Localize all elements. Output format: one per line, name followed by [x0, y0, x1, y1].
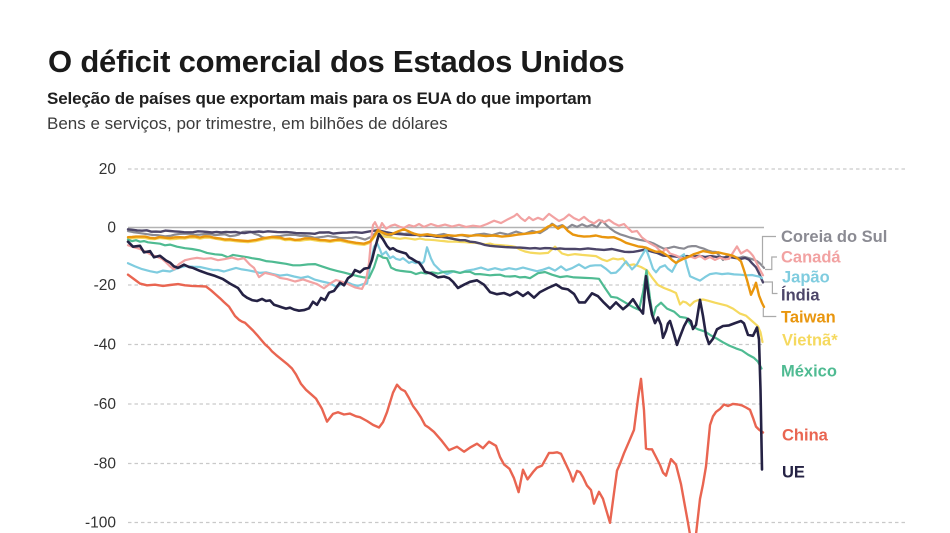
svg-text:20: 20	[99, 161, 117, 178]
svg-text:Taiwan: Taiwan	[781, 309, 836, 327]
svg-text:México: México	[781, 363, 837, 381]
svg-text:Índia: Índia	[781, 286, 820, 305]
svg-text:-80: -80	[94, 456, 117, 473]
svg-text:-100: -100	[85, 515, 116, 532]
svg-text:Canadá: Canadá	[781, 249, 841, 267]
svg-text:Vietnã*: Vietnã*	[782, 332, 838, 350]
svg-text:Coreia do Sul: Coreia do Sul	[781, 228, 887, 246]
svg-text:UE: UE	[782, 464, 805, 482]
svg-text:-60: -60	[94, 396, 117, 413]
svg-text:-20: -20	[94, 277, 117, 294]
svg-text:0: 0	[107, 220, 116, 237]
svg-text:-40: -40	[94, 337, 117, 354]
svg-text:Japão: Japão	[782, 269, 830, 287]
svg-text:China: China	[782, 427, 829, 445]
